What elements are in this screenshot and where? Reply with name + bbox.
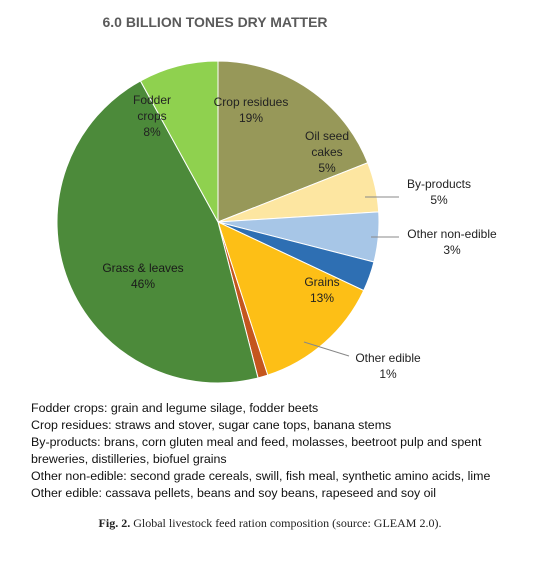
slice-label: crops — [137, 109, 166, 123]
note-line: Crop residues: straws and stover, sugar … — [31, 418, 392, 432]
slice-value-label: 8% — [143, 125, 161, 139]
slice-value-label: 3% — [443, 243, 461, 257]
slice-label: Grains — [304, 275, 339, 289]
slice-label: Other non-edible — [407, 227, 497, 241]
slice-value-label: 5% — [318, 161, 336, 175]
category-notes: Fodder crops: grain and legume silage, f… — [31, 400, 531, 502]
slice-label: cakes — [311, 145, 342, 159]
slice-value-label: 1% — [379, 367, 397, 381]
slice-value-label: 19% — [239, 111, 263, 125]
pie-slice-grass-leaves — [56, 80, 259, 384]
slice-label: Crop residues — [214, 95, 289, 109]
pie-slice-fodder-crops — [139, 60, 219, 223]
slice-label: Oil seed — [305, 129, 349, 143]
figure-number: Fig. 2. — [98, 516, 131, 530]
note-line: By-products: brans, corn gluten meal and… — [31, 435, 482, 449]
note-line: Fodder crops: grain and legume silage, f… — [31, 401, 319, 415]
note-line: Other edible: cassava pellets, beans and… — [31, 486, 437, 500]
leader-line — [303, 341, 350, 357]
slice-value-label: 13% — [310, 291, 334, 305]
slice-label: By-products — [407, 177, 471, 191]
pie-slice-grains — [217, 221, 365, 376]
note-line: breweries, distilleries, biofuel grains — [31, 452, 227, 466]
pie-slice-crop-residues — [217, 60, 369, 223]
note-line: Other non-edible: second grade cereals, … — [31, 469, 491, 483]
slice-label: Other edible — [355, 351, 421, 365]
chart-title: 6.0 BILLION TONES DRY MATTER — [102, 14, 328, 30]
slice-value-label: 46% — [131, 277, 155, 291]
slice-label: Fodder — [133, 93, 171, 107]
slice-label: Grass & leaves — [102, 261, 183, 275]
figure-caption: Fig. 2. Global livestock feed ration com… — [0, 516, 540, 531]
pie-chart: Crop residues 19% Oil seed cakes 5% By-produc… — [56, 60, 497, 384]
slice-value-label: 5% — [430, 193, 448, 207]
figure-caption-text: Global livestock feed ration composition… — [133, 516, 442, 530]
